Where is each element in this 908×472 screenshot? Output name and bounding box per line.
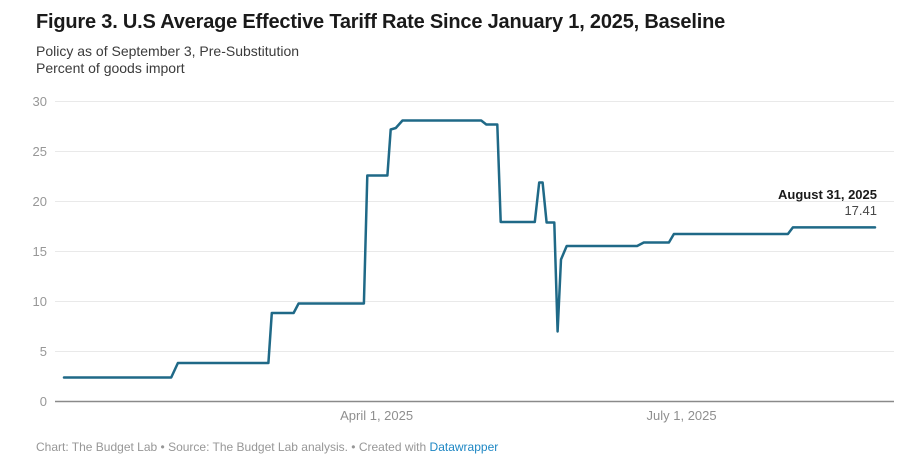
datawrapper-link[interactable]: Datawrapper — [429, 440, 499, 454]
end-point-annotation: August 31, 2025 17.41 — [778, 187, 877, 219]
subtitle-line-2: Percent of goods import — [36, 60, 185, 77]
chart-subtitle: Policy as of September 3, Pre-Substituti… — [36, 43, 886, 77]
x-tick-label: July 1, 2025 — [647, 408, 717, 423]
y-tick-label-10: 10 — [33, 294, 47, 309]
x-tick-label: April 1, 2025 — [340, 408, 413, 423]
y-tick-label-5: 5 — [40, 344, 47, 359]
tariff-rate-line — [62, 119, 877, 379]
y-tick-label-20: 20 — [33, 194, 47, 209]
annotation-date: August 31, 2025 — [778, 187, 877, 202]
subtitle-line-1: Policy as of September 3, Pre-Substituti… — [36, 43, 300, 59]
chart-footer: Chart: The Budget Lab • Source: The Budg… — [36, 440, 498, 454]
annotation-value: 17.41 — [844, 202, 877, 218]
y-tick-label-0: 0 — [40, 394, 47, 409]
y-tick-label-30: 30 — [33, 94, 47, 109]
y-tick-label-15: 15 — [33, 244, 47, 259]
chart-title: Figure 3. U.S Average Effective Tariff R… — [36, 11, 726, 33]
footer-credit: Chart: The Budget Lab • Source: The Budg… — [36, 440, 430, 454]
chart-header: Figure 3. U.S Average Effective Tariff R… — [36, 10, 886, 77]
y-tick-label-25: 25 — [33, 144, 47, 159]
